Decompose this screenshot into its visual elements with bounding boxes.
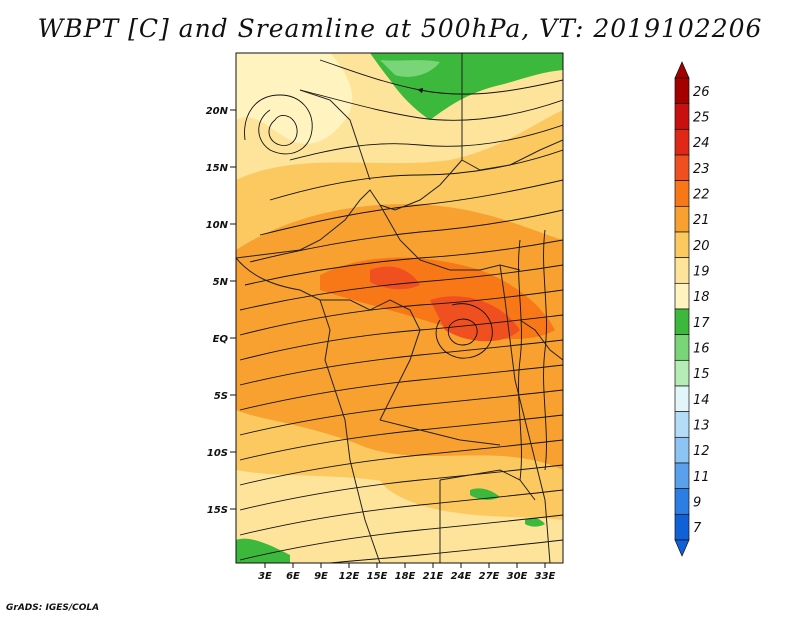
colorbar-segment: [674, 488, 690, 515]
colorbar-label: 14: [693, 393, 710, 408]
colorbar-segment: [674, 231, 690, 259]
colorbar-segment: [674, 257, 690, 284]
lon-label: 6E: [286, 571, 300, 582]
colorbar-segment: [674, 205, 690, 233]
lon-label: 30E: [507, 571, 528, 582]
colorbar-segment: [674, 154, 690, 182]
colorbar-label: 21: [693, 213, 710, 228]
latitude-axis: 20N 15N 10N 5N EQ 5S 10S 15S: [206, 106, 236, 516]
colorbar-label: 20: [693, 239, 710, 254]
lon-label: 15E: [367, 571, 388, 582]
colorbar-segment: [674, 513, 690, 541]
map-title: WBPT [C] and Sreamline at 500hPa, VT: 20…: [37, 14, 763, 43]
colorbar-label: 22: [693, 188, 710, 203]
colorbar-segment: [674, 77, 690, 105]
colorbar-label: 24: [693, 136, 710, 151]
lat-label: EQ: [213, 334, 229, 345]
lon-label: 12E: [339, 571, 360, 582]
colorbar-label: 11: [693, 470, 710, 485]
footer-credit: GrADS: IGES/COLA: [6, 603, 100, 613]
lon-label: 9E: [314, 571, 328, 582]
lat-label: 5S: [214, 391, 228, 402]
lon-label: 24E: [451, 571, 472, 582]
lat-label: 15S: [207, 505, 228, 516]
colorbar-segment: [674, 436, 690, 464]
lat-label: 10N: [206, 220, 229, 231]
colorbar-label: 12: [693, 444, 710, 459]
colorbar-label: 9: [693, 496, 701, 511]
colorbar-segment: [674, 308, 690, 336]
map-frame: [235, 52, 564, 564]
colorbar-segment: [674, 334, 690, 361]
lon-label: 3E: [258, 571, 272, 582]
lon-label: 33E: [535, 571, 556, 582]
lat-label: 20N: [206, 106, 229, 117]
colorbar-label: 19: [693, 265, 710, 280]
colorbar-top-arrow: [674, 61, 690, 79]
colorbar-label: 13: [693, 419, 710, 434]
lon-label: 21E: [423, 571, 444, 582]
colorbar-segment: [674, 385, 690, 413]
colorbar-segment: [674, 359, 690, 387]
colorbar-label: 23: [693, 162, 710, 177]
lat-label: 10S: [207, 448, 228, 459]
colorbar-segment: [674, 103, 690, 130]
country-borders: [236, 53, 563, 563]
lat-label: 15N: [206, 163, 229, 174]
colorbar-segment: [674, 462, 690, 490]
colorbar-segment: [674, 411, 690, 438]
longitude-axis: 3E 6E 9E 12E 15E 18E 21E 24E 27E 30E 33E: [258, 563, 556, 582]
colorbar-label: 17: [693, 316, 710, 331]
colorbar-label: 7: [693, 521, 702, 536]
lon-label: 27E: [479, 571, 500, 582]
colorbar-segment: [674, 180, 690, 207]
lon-label: 18E: [395, 571, 416, 582]
colorbar-label: 15: [693, 367, 710, 382]
colorbar-label: 25: [693, 111, 710, 126]
colorbar: 26 25 24 23 22 21 20 19 18 17 16 15 14 13 12 11 9 7: [674, 61, 710, 557]
colorbar-label: 26: [693, 85, 710, 100]
colorbar-label: 18: [693, 290, 710, 305]
lat-label: 5N: [213, 277, 229, 288]
wbpt-shading: [236, 53, 563, 563]
colorbar-segment: [674, 128, 690, 156]
streamlines: [239, 59, 563, 563]
colorbar-segment: [674, 282, 690, 310]
colorbar-bottom-arrow: [674, 539, 690, 557]
colorbar-label: 16: [693, 342, 710, 357]
